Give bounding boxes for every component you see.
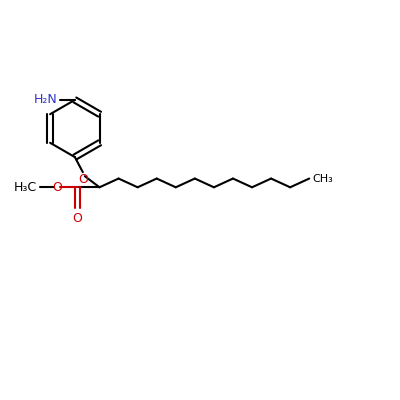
Text: H₂N: H₂N bbox=[34, 93, 58, 106]
Text: O: O bbox=[52, 181, 62, 194]
Text: O: O bbox=[79, 173, 88, 186]
Text: H₃C: H₃C bbox=[14, 181, 37, 194]
Text: O: O bbox=[73, 212, 82, 225]
Text: CH₃: CH₃ bbox=[312, 174, 333, 184]
